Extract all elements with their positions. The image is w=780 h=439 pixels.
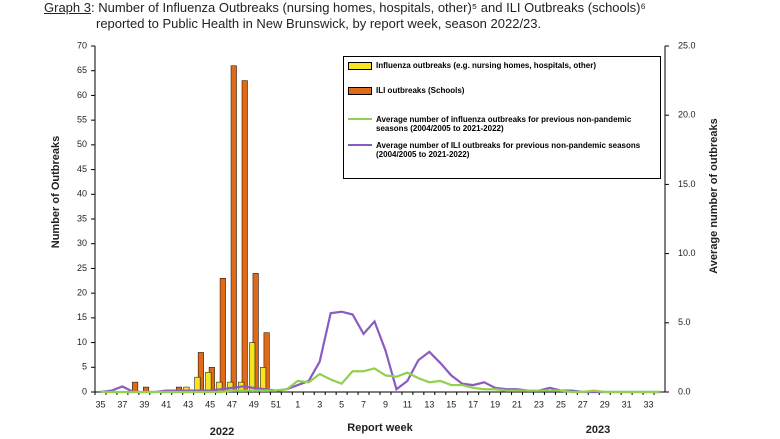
- y2-tick-label: 20.0: [678, 110, 696, 120]
- line: [100, 367, 660, 394]
- x-tick-label: 37: [117, 399, 127, 409]
- x-tick-label: 19: [490, 399, 500, 409]
- x-tick-label: 35: [95, 399, 105, 409]
- x-tick-label: 47: [227, 399, 237, 409]
- legend-swatch: [348, 144, 372, 146]
- bar: [205, 371, 212, 393]
- bar: [252, 273, 259, 393]
- line: [100, 310, 660, 394]
- y-tick-label: 60: [77, 90, 87, 100]
- x-tick-label: 3: [317, 399, 322, 409]
- title-prefix: Graph 3: [44, 0, 91, 15]
- bar: [249, 342, 256, 393]
- y-tick-label: 30: [77, 238, 87, 248]
- y2-tick-label: 15.0: [678, 179, 696, 189]
- x-tick-label: 41: [161, 399, 171, 409]
- bar: [260, 367, 267, 393]
- chart-title: Number of Influenza Outbreaks (nursing h…: [98, 0, 646, 15]
- legend-swatch: [348, 87, 372, 95]
- legend-label: ILI outbreaks (Schools): [376, 86, 465, 95]
- x-tick-label: 11: [403, 399, 412, 409]
- x-tick-label: 31: [622, 399, 632, 409]
- legend-item: Average number of influenza outbreaks fo…: [348, 115, 660, 133]
- bar: [219, 278, 226, 393]
- legend-swatch: [348, 62, 372, 70]
- x-tick-label: 9: [383, 399, 388, 409]
- y2-axis-label: Average number of outbreaks: [708, 118, 720, 273]
- x-tick-label: 43: [183, 399, 193, 409]
- x-tick-label: 5: [339, 399, 344, 409]
- y-tick-label: 65: [77, 65, 87, 75]
- y-tick-label: 50: [77, 139, 87, 149]
- bar: [230, 65, 237, 393]
- y-axis-label: Number of Outbreaks: [50, 136, 62, 248]
- x-tick-label: 39: [139, 399, 149, 409]
- legend-item: Influenza outbreaks (e.g. nursing homes,…: [348, 61, 660, 70]
- x-tick-label: 17: [468, 399, 478, 409]
- x-tick-label: 1: [295, 399, 300, 409]
- legend-item: ILI outbreaks (Schools): [348, 86, 660, 95]
- y-tick-label: 5: [82, 362, 87, 372]
- x-tick-label: 21: [512, 399, 522, 409]
- y-tick-label: 45: [77, 164, 87, 174]
- bar: [241, 80, 248, 393]
- y-tick-label: 40: [77, 189, 87, 199]
- y2-tick-label: 0.0: [678, 386, 691, 396]
- x-tick-label: 15: [446, 399, 456, 409]
- y-tick-label: 10: [77, 337, 87, 347]
- title-block: Graph 3: Number of Influenza Outbreaks (…: [44, 0, 646, 31]
- legend-label: Average number of influenza outbreaks fo…: [376, 115, 632, 133]
- x-tick-label: 49: [249, 399, 259, 409]
- x-tick-label: 25: [556, 399, 566, 409]
- y-tick-label: 25: [77, 263, 87, 273]
- x-tick-label: 27: [578, 399, 588, 409]
- y-tick-label: 0: [82, 386, 87, 396]
- x-tick-label: 7: [361, 399, 366, 409]
- annotation: 2023: [586, 424, 610, 436]
- x-tick-label: 23: [534, 399, 544, 409]
- y2-tick-label: 25.0: [678, 40, 696, 50]
- legend-label: Influenza outbreaks (e.g. nursing homes,…: [376, 61, 597, 70]
- legend-label: Average number of ILI outbreaks for prev…: [376, 141, 641, 159]
- x-tick-label: 33: [644, 399, 654, 409]
- bar: [132, 381, 139, 393]
- y-tick-label: 15: [77, 312, 87, 322]
- y-tick-label: 70: [77, 40, 87, 50]
- legend-swatch: [348, 118, 372, 120]
- x-tick-label: 29: [600, 399, 610, 409]
- x-tick-label: 13: [424, 399, 434, 409]
- y2-tick-label: 10.0: [678, 248, 696, 258]
- legend: Influenza outbreaks (e.g. nursing homes,…: [343, 56, 661, 179]
- y-tick-label: 20: [77, 288, 87, 298]
- subtitle: reported to Public Health in New Brunswi…: [96, 16, 542, 31]
- annotation: 2022: [210, 426, 234, 438]
- y-tick-label: 35: [77, 213, 87, 223]
- x-tick-label: 45: [205, 399, 215, 409]
- y2-tick-label: 5.0: [678, 317, 691, 327]
- x-tick-label: 51: [271, 399, 281, 409]
- y-tick-label: 55: [77, 115, 87, 125]
- legend-item: Average number of ILI outbreaks for prev…: [348, 141, 660, 159]
- x-axis-label: Report week: [347, 422, 413, 434]
- bar: [263, 332, 270, 393]
